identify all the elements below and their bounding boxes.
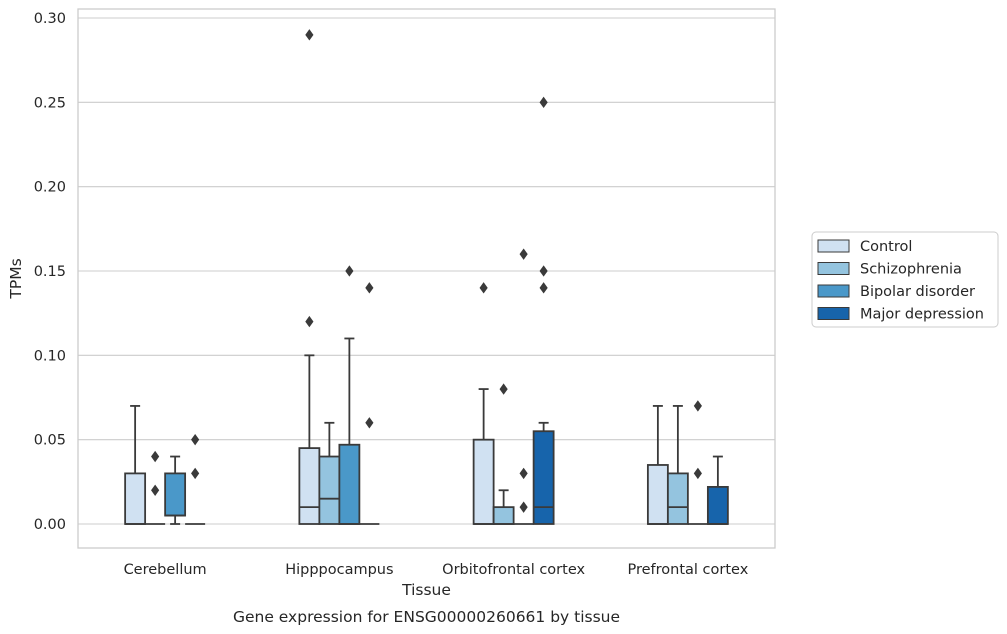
x-axis-label: Tissue bbox=[401, 581, 451, 599]
outlier-point bbox=[519, 248, 528, 260]
x-tick-label: Cerebellum bbox=[124, 562, 207, 578]
legend-label: Control bbox=[860, 239, 912, 255]
outlier-point bbox=[693, 400, 702, 412]
outlier-point bbox=[365, 417, 374, 429]
chart-title: Gene expression for ENSG00000260661 by t… bbox=[233, 608, 620, 626]
outlier-point bbox=[539, 96, 548, 109]
x-tick-label: Orbitofrontal cortex bbox=[442, 562, 585, 578]
box bbox=[298, 447, 321, 525]
legend-label: Schizophrenia bbox=[860, 262, 962, 278]
box-bipolar-disorder bbox=[687, 400, 708, 525]
outlier-point bbox=[499, 383, 508, 395]
box-bipolar-disorder bbox=[513, 248, 534, 525]
y-axis-label: TPMs bbox=[7, 258, 25, 299]
box-major-depression bbox=[532, 96, 555, 525]
box-schizophrenia bbox=[318, 421, 341, 525]
box bbox=[666, 472, 689, 525]
y-tick-label: 0.05 bbox=[34, 433, 66, 449]
box bbox=[472, 438, 495, 525]
legend-swatch bbox=[817, 284, 850, 298]
box bbox=[338, 443, 361, 525]
legend-swatch bbox=[817, 239, 850, 253]
box-control bbox=[124, 405, 147, 525]
box bbox=[492, 506, 515, 525]
y-tick-label: 0.10 bbox=[34, 348, 66, 364]
legend-swatch bbox=[817, 307, 850, 320]
legend-swatch bbox=[817, 262, 850, 275]
box-control bbox=[646, 405, 669, 525]
outlier-point bbox=[519, 467, 528, 480]
outlier-point bbox=[365, 282, 374, 294]
outlier-point bbox=[519, 501, 528, 513]
box-major-depression bbox=[359, 282, 380, 525]
box bbox=[124, 472, 147, 525]
y-tick-label: 0.00 bbox=[34, 517, 66, 533]
box-control bbox=[472, 282, 495, 525]
outlier-point bbox=[191, 433, 200, 446]
box-major-depression bbox=[706, 455, 729, 525]
x-tick-label: Prefrontal cortex bbox=[627, 562, 748, 578]
outlier-point bbox=[151, 450, 160, 463]
box-major-depression bbox=[185, 433, 206, 525]
y-tick-label: 0.25 bbox=[34, 95, 66, 111]
box bbox=[164, 472, 187, 517]
box-schizophrenia bbox=[666, 405, 689, 525]
box-bipolar-disorder bbox=[164, 455, 187, 525]
box-bipolar-disorder bbox=[338, 265, 361, 525]
outlier-point bbox=[305, 29, 314, 41]
outlier-point bbox=[479, 282, 488, 294]
y-tick-label: 0.20 bbox=[34, 180, 66, 196]
y-tick-label: 0.15 bbox=[34, 264, 66, 280]
y-tick-label: 0.30 bbox=[34, 11, 66, 27]
box-schizophrenia bbox=[145, 450, 166, 525]
legend-label: Major depression bbox=[860, 307, 984, 323]
x-tick-label: Hipppocampus bbox=[285, 562, 393, 578]
box bbox=[646, 464, 669, 525]
outlier-point bbox=[151, 484, 160, 496]
outlier-point bbox=[539, 282, 548, 294]
legend-label: Bipolar disorder bbox=[860, 284, 975, 300]
outlier-point bbox=[539, 265, 548, 277]
y-axis-ticks: 0.00 0.05 0.10 0.15 0.20 0.25 0.30 bbox=[34, 11, 66, 533]
box-series bbox=[124, 29, 729, 525]
box-schizophrenia bbox=[492, 383, 515, 525]
plot-frame bbox=[77, 8, 776, 549]
box bbox=[532, 430, 555, 525]
box bbox=[706, 485, 729, 525]
gridlines bbox=[78, 17, 775, 525]
outlier-point bbox=[305, 315, 314, 328]
outlier-point bbox=[693, 467, 702, 480]
x-axis-ticks: Cerebellum Hipppocampus Orbitofrontal cort… bbox=[124, 562, 749, 578]
legend: Control Schizophrenia Bipolar disorder Majo… bbox=[811, 231, 999, 328]
box bbox=[318, 455, 341, 525]
outlier-point bbox=[191, 467, 200, 480]
outlier-point bbox=[345, 265, 354, 277]
box-control bbox=[298, 29, 321, 525]
legend-frame bbox=[811, 231, 999, 328]
